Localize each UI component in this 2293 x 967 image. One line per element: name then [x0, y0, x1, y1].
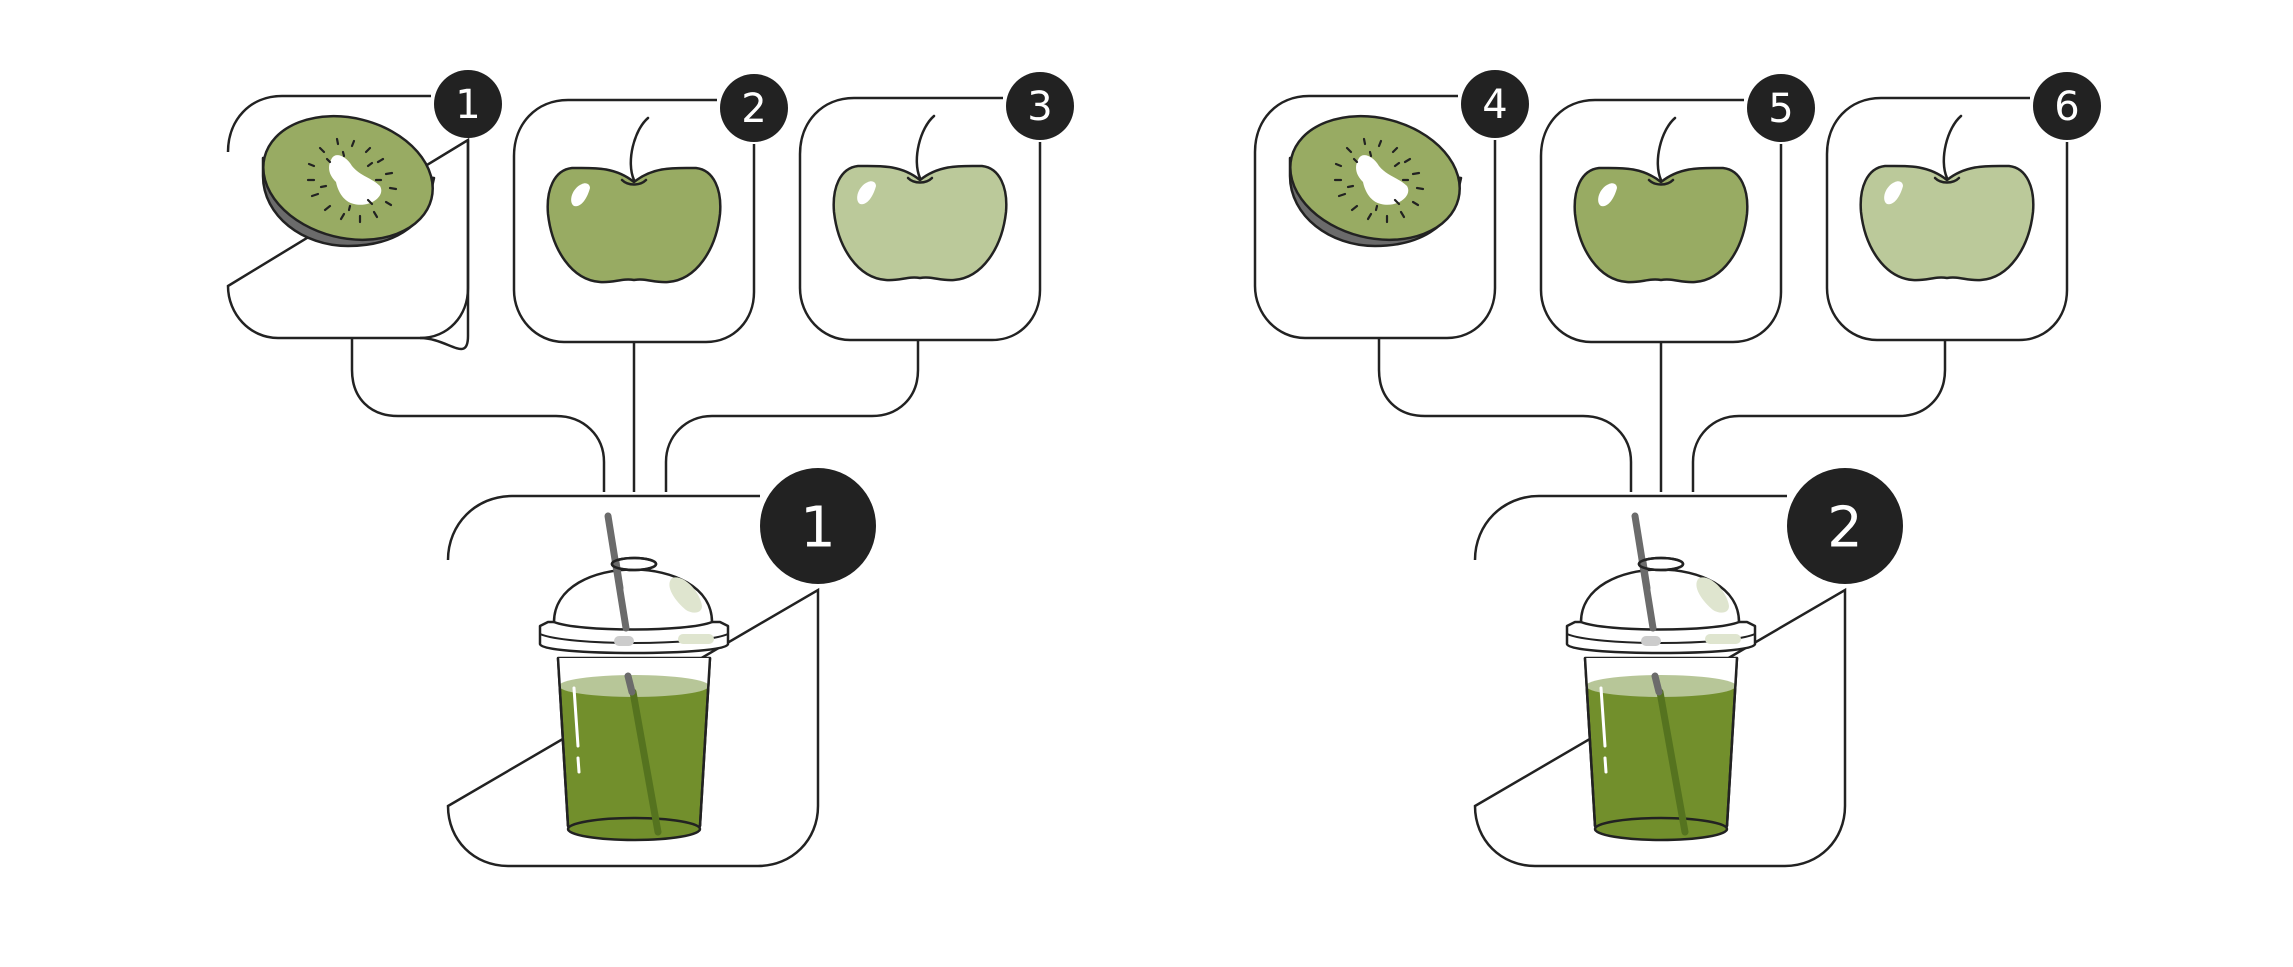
kiwi-icon: [1275, 97, 1475, 259]
green-apple-icon: [1573, 116, 1749, 284]
ingredient-card: 4: [1253, 70, 1529, 340]
result-badge: 2: [1787, 468, 1903, 584]
svg-text:5: 5: [1768, 86, 1793, 132]
connector-lines: [1377, 338, 1947, 492]
light-green-apple-icon: [1859, 114, 2035, 282]
result-card: 2: [1473, 468, 1903, 868]
smoothie-cup-icon: [1567, 516, 1755, 840]
ingredient-card: 1: [226, 70, 502, 351]
ingredient-card: 5: [1539, 74, 1815, 344]
step-badge: 3: [1006, 72, 1074, 140]
smoothie-group: 4 5 6 2: [1253, 70, 2101, 868]
green-apple-icon: [546, 116, 722, 284]
step-badge: 2: [720, 74, 788, 142]
svg-text:1: 1: [800, 496, 836, 561]
svg-text:3: 3: [1027, 84, 1052, 130]
ingredient-card: 3: [798, 72, 1074, 342]
step-badge: 6: [2033, 72, 2101, 140]
svg-text:2: 2: [1827, 496, 1863, 561]
step-badge: 1: [434, 70, 502, 138]
result-card: 1: [446, 468, 876, 868]
ingredient-card: 2: [512, 74, 788, 344]
light-green-apple-icon: [832, 114, 1008, 282]
svg-text:6: 6: [2054, 84, 2079, 130]
result-badge: 1: [760, 468, 876, 584]
svg-text:2: 2: [741, 86, 766, 132]
svg-text:1: 1: [455, 82, 480, 128]
step-badge: 4: [1461, 70, 1529, 138]
ingredient-card: 6: [1825, 72, 2101, 342]
svg-text:4: 4: [1482, 82, 1507, 128]
connector-lines: [350, 338, 920, 492]
smoothie-cup-icon: [540, 516, 728, 840]
kiwi-icon: [248, 97, 448, 259]
step-badge: 5: [1747, 74, 1815, 142]
smoothie-group: 1 2 3 1: [226, 70, 1074, 868]
